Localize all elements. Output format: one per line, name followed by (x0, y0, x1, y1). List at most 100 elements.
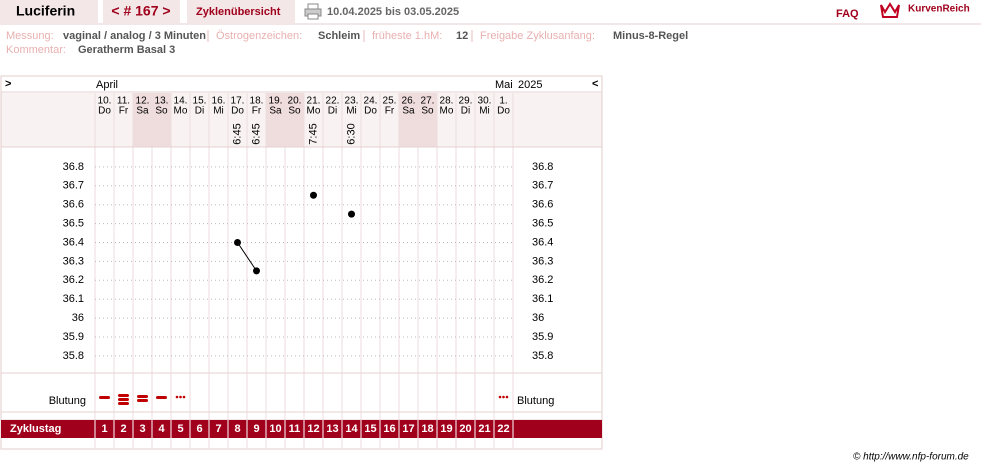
y-tick-label: 36.8 (63, 161, 84, 173)
cycle-day: 19 (440, 423, 452, 435)
y-tick-label-right: 35.9 (532, 331, 553, 343)
weekday: Do (98, 106, 111, 117)
footer: © http://www.nfp-forum.de (853, 452, 969, 463)
y-tick-label-right: 36.1 (532, 293, 553, 305)
cycle-day: 6 (196, 423, 202, 435)
y-tick-label-right: 36.6 (532, 199, 553, 211)
y-tick-label: 36.7 (63, 180, 84, 192)
date: 29. (459, 96, 473, 107)
date: 26. (402, 96, 416, 107)
info-label: Östrogenzeichen: (216, 30, 302, 42)
weekday: Mo (307, 106, 321, 117)
spot-dot (182, 395, 186, 399)
info-value: 12 (456, 30, 468, 42)
info-value: Minus-8-Regel (613, 30, 688, 42)
nav-next[interactable]: > (5, 78, 11, 90)
weekday: Sa (136, 106, 149, 117)
bleeding (118, 394, 129, 405)
weekday: Mo (440, 106, 454, 117)
date: 19. (269, 96, 283, 107)
bleeding-dash (118, 398, 129, 401)
cycle-day: 8 (234, 423, 240, 435)
y-tick-label: 35.9 (63, 331, 84, 343)
weekend-shade (418, 93, 437, 147)
weekday: Fr (385, 106, 395, 117)
weekday: Mi (213, 106, 224, 117)
weekday: So (421, 106, 434, 117)
overview-box[interactable] (187, 0, 295, 23)
faq-link[interactable]: FAQ (836, 8, 859, 20)
cycle-day-row (1, 420, 602, 438)
date: 21. (307, 96, 321, 107)
date: 25. (383, 96, 397, 107)
year: 2025 (518, 79, 542, 91)
date: 20. (288, 96, 302, 107)
weekday: Sa (402, 106, 415, 117)
measure-time: 6:30 (345, 123, 357, 144)
spot-dot (502, 395, 505, 399)
weekday: So (155, 106, 168, 117)
date: 27. (421, 96, 435, 107)
cycle-day: 10 (269, 423, 281, 435)
weekday: Mi (346, 106, 357, 117)
bleeding-dash (137, 399, 148, 402)
info-label: Messung: (6, 30, 54, 42)
measure-time: 6:45 (250, 123, 262, 144)
cycle-day: 2 (120, 423, 126, 435)
cycle-day: 20 (459, 423, 471, 435)
cycle-day: 7 (215, 423, 221, 435)
info-value: Geratherm Basal 3 (78, 44, 175, 56)
month-label: Mai (495, 79, 513, 91)
cycle-day: 1 (101, 423, 107, 435)
y-tick-label: 36.3 (63, 255, 84, 267)
spot-dot (498, 395, 502, 399)
date: 10. (98, 96, 112, 107)
cycle-day: 15 (364, 423, 376, 435)
weekday: Fr (119, 106, 129, 117)
y-tick-label: 36.5 (63, 218, 84, 230)
y-tick-label-right: 36.7 (532, 180, 553, 192)
bleeding-label-right: Blutung (517, 395, 554, 407)
bleeding-label: Blutung (49, 395, 86, 407)
info-value: vaginal / analog / 3 Minuten (63, 30, 206, 42)
weekend-shade (266, 93, 285, 147)
date: 22. (326, 96, 340, 107)
y-tick-label-right: 36.4 (532, 236, 553, 248)
cycle-number[interactable]: < # 167 > (111, 3, 170, 19)
cycle-day: 21 (478, 423, 490, 435)
bleeding-dash (156, 396, 167, 399)
weekday: Di (328, 106, 337, 117)
bleeding-dash (137, 395, 148, 398)
logo[interactable]: KurvenReich (908, 4, 970, 15)
y-tick-label-right: 36.2 (532, 274, 553, 286)
nav-prev[interactable]: < (592, 78, 598, 90)
y-tick-label: 36.2 (63, 274, 84, 286)
weekday: Di (461, 106, 470, 117)
weekday: Mo (174, 106, 188, 117)
y-tick-label-right: 35.8 (532, 350, 553, 362)
cycle-box[interactable] (103, 0, 180, 23)
weekend-shade (285, 93, 304, 147)
date: 14. (174, 96, 188, 107)
info-label: Freigabe Zyklusanfang: (480, 30, 595, 42)
date: 23. (345, 96, 359, 107)
weekend-shade (399, 93, 418, 147)
cycle-day: 22 (497, 423, 509, 435)
y-tick-label-right: 36 (532, 312, 544, 324)
measure-time: 7:45 (307, 123, 319, 144)
bleeding-dash (118, 394, 129, 397)
overview-link[interactable]: Zyklenübersicht (196, 6, 281, 18)
temperature-point (234, 239, 241, 246)
y-tick-label: 36.4 (63, 236, 84, 248)
weekend-shade (152, 93, 171, 147)
y-tick-label: 36.6 (63, 199, 84, 211)
cycle-day: 4 (158, 423, 165, 435)
user-name: Luciferin (16, 3, 75, 19)
month-label: April (96, 79, 118, 91)
spot-dot (175, 395, 179, 399)
date: 1. (499, 96, 507, 107)
temperature-point (348, 210, 355, 218)
print-icon[interactable] (304, 3, 322, 20)
